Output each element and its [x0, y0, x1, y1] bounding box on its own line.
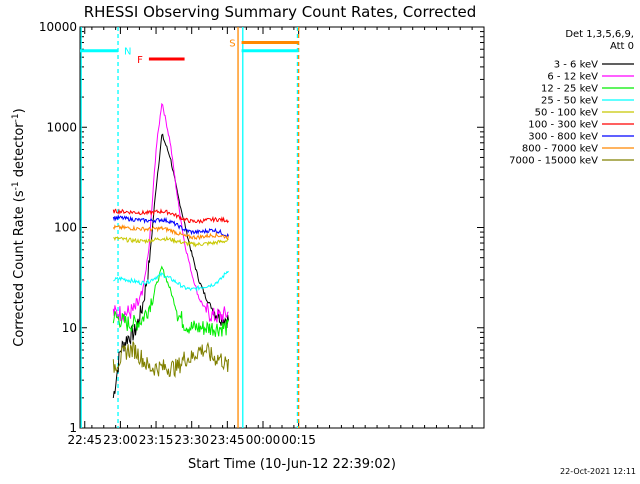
legend-entry-label: 100 - 300 keV: [528, 120, 598, 131]
y-axis-label-part: detector: [12, 122, 27, 182]
plot-frame: [79, 26, 485, 429]
y-axis-label-part: ): [12, 108, 27, 113]
series-line-8: [112, 341, 229, 378]
legend-entry-label: 25 - 50 keV: [541, 96, 598, 107]
x-tick-label: 23:15: [139, 433, 174, 447]
y-axis-label-part: Corrected Count Rate (s: [12, 190, 27, 347]
x-tick-label: 22:45: [67, 433, 102, 447]
x-tick-label: 00:15: [281, 433, 316, 447]
legend-entry-label: 6 - 12 keV: [547, 72, 598, 83]
legend-header-line: Det 1,3,5,6,9,: [565, 29, 634, 40]
series-line-3: [113, 270, 229, 292]
x-tick-label: 23:00: [103, 433, 138, 447]
x-axis-label: Start Time (10-Jun-12 22:39:02): [188, 457, 396, 472]
legend-header-line: Att 0: [610, 41, 634, 52]
legend-entry-label: 7000 - 15000 keV: [509, 156, 598, 167]
y-axis-label-superscript: -1: [11, 181, 21, 190]
y-axis-label-superscript: -1: [11, 113, 21, 122]
series-line-6: [112, 214, 229, 238]
y-tick-label: 100: [54, 221, 77, 235]
y-tick-label: 1: [69, 421, 77, 435]
x-tick-label: 23:45: [210, 433, 245, 447]
y-tick-label: 10000: [39, 20, 77, 34]
series-line-7: [112, 224, 229, 241]
marker-label-N: N: [124, 47, 131, 58]
series-line-4: [113, 235, 229, 248]
y-tick-label: 10: [62, 321, 77, 335]
chart-title: RHESSI Observing Summary Count Rates, Co…: [84, 3, 477, 21]
legend-entry-label: 12 - 25 keV: [541, 84, 598, 95]
series-line-1: [112, 102, 229, 323]
legend-entry-label: 800 - 7000 keV: [522, 144, 598, 155]
y-tick-label: 1000: [46, 120, 77, 134]
series-line-5: [112, 208, 229, 225]
x-tick-label: 00:00: [246, 433, 281, 447]
series-line-2: [112, 265, 229, 337]
marker-label-F: F: [137, 55, 143, 66]
x-tick-label: 23:30: [174, 433, 209, 447]
marker-label-S: S: [229, 39, 235, 50]
legend-entry-label: 3 - 6 keV: [554, 60, 598, 71]
legend-entry-label: 300 - 800 keV: [528, 132, 598, 143]
y-axis-label: Corrected Count Rate (s-1 detector-1): [11, 108, 27, 346]
legend-entry-label: 50 - 100 keV: [535, 108, 599, 119]
footer-timestamp: 22-Oct-2021 12:11: [560, 467, 636, 476]
series-line-0: [112, 133, 229, 399]
